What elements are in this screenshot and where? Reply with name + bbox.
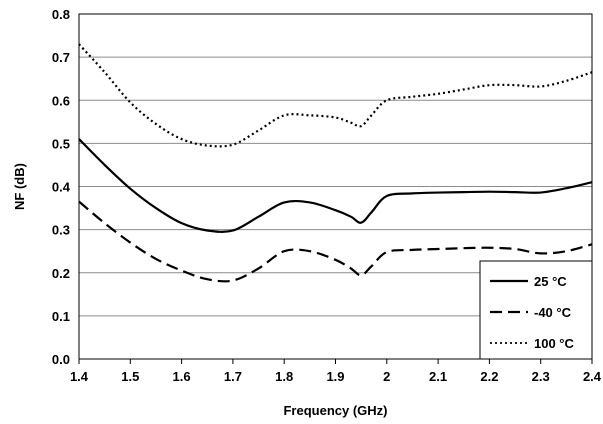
series-lines	[78, 43, 593, 283]
x-tick-label: 1.8	[275, 369, 293, 384]
legend-label: 100 °C	[534, 336, 575, 351]
x-tick-label: 2.2	[480, 369, 498, 384]
y-tick-label: 0.1	[52, 309, 70, 324]
y-axis-ticks: 0.0 0.1 0.2 0.3 0.4 0.5 0.6 0.7 0.8	[52, 7, 71, 367]
x-tick-label: 2	[383, 369, 390, 384]
x-tick-label: 1.7	[224, 369, 242, 384]
y-tick-label: 0.6	[52, 93, 70, 108]
y-tick-label: 0.0	[52, 352, 70, 367]
series-line-1	[78, 200, 593, 283]
y-tick-label: 0.7	[52, 50, 70, 65]
series-line-0	[78, 138, 593, 233]
x-tick-label: 1.4	[70, 369, 89, 384]
legend-label: 25 °C	[534, 274, 567, 289]
y-axis-title: NF (dB)	[12, 163, 27, 210]
x-tick-label: 2.3	[532, 369, 550, 384]
y-tick-label: 0.2	[52, 266, 70, 281]
y-tick-label: 0.4	[52, 180, 71, 195]
x-tick-label: 1.9	[326, 369, 344, 384]
x-tick-label: 1.5	[121, 369, 139, 384]
x-tick-label: 1.6	[173, 369, 191, 384]
x-tick-label: 2.4	[583, 369, 602, 384]
y-tick-label: 0.8	[52, 7, 70, 22]
legend-label: -40 °C	[534, 305, 572, 320]
series-line-2	[78, 43, 593, 148]
legend-box	[479, 260, 593, 360]
y-tick-label: 0.3	[52, 223, 70, 238]
x-tick-label: 2.1	[429, 369, 447, 384]
legend: 25 °C -40 °C 100 °C	[479, 260, 593, 360]
y-tick-label: 0.5	[52, 136, 70, 151]
grid-lines	[79, 56, 592, 317]
x-axis-title: Frequency (GHz)	[283, 403, 387, 418]
x-axis-ticks: 1.4 1.5 1.6 1.7 1.8 1.9 2 2.1 2.2 2.3 2.4	[70, 359, 602, 384]
